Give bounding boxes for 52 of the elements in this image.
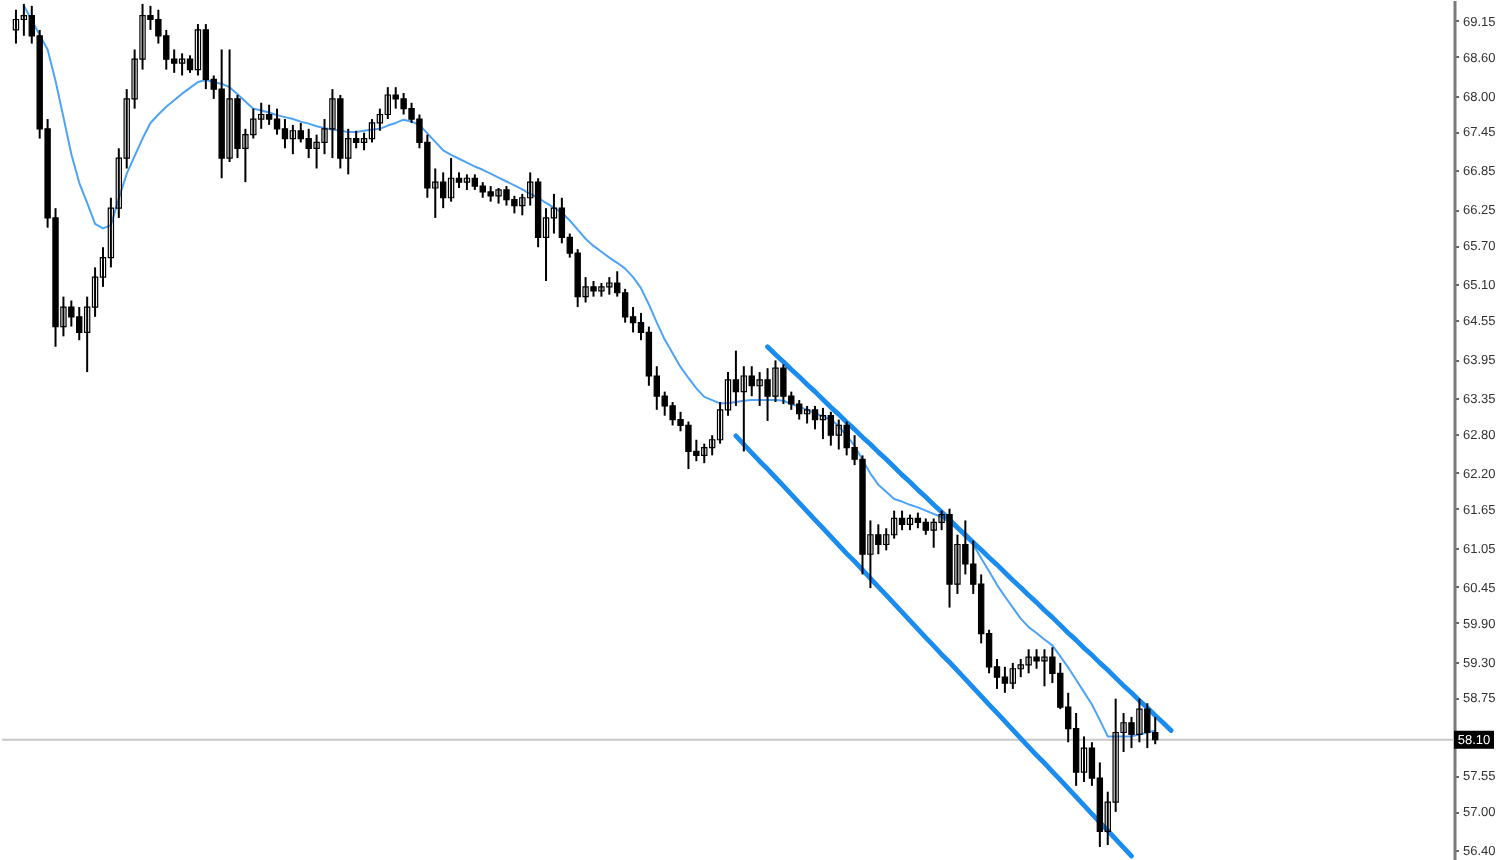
candlestick [12,8,20,45]
candlestick [439,171,447,210]
candlestick [1136,697,1143,744]
candlestick [796,399,803,421]
candlestick [313,133,320,170]
candlestick [226,48,233,163]
candlestick [281,118,289,150]
candlestick [835,418,842,451]
candlestick [194,23,202,77]
candlestick [1009,661,1017,690]
candlestick [1144,702,1151,750]
candlestick [898,509,906,532]
candlestick [297,121,304,144]
candlestick [258,101,265,130]
candlestick [756,371,763,407]
candlestick [447,157,455,203]
candlestick [764,367,771,422]
candlestick [20,2,28,37]
candlestick [384,86,391,121]
candlestick [780,363,787,405]
candlestick [273,107,281,136]
candlestick [178,52,186,77]
candlestick [265,103,273,126]
candlestick [368,118,376,144]
line-series [765,344,1174,733]
line-series [733,433,1134,859]
candlestick [621,287,629,324]
candlestick [930,517,937,549]
candlestick [1001,665,1009,694]
candlestick [827,410,835,447]
candlestick [685,420,692,471]
candlestick [1080,735,1088,783]
candlestick [875,523,882,556]
candlestick [329,88,336,160]
candlestick [1152,715,1159,746]
candlestick [819,406,827,441]
candlestick [76,306,83,342]
candlestick [890,509,898,540]
candlestick [550,192,558,235]
candlestick [400,92,407,116]
candlestick [503,185,510,207]
candlestick [289,123,297,156]
candlestick [811,404,819,431]
candlestick [740,365,748,453]
candlestick [305,127,312,160]
candlestick [701,442,708,465]
candlestick [732,349,740,407]
line-series [22,4,1157,738]
candlestick [1072,711,1080,787]
candlestick [1025,648,1032,675]
candlestick [843,420,850,457]
candlestick [1041,648,1048,688]
